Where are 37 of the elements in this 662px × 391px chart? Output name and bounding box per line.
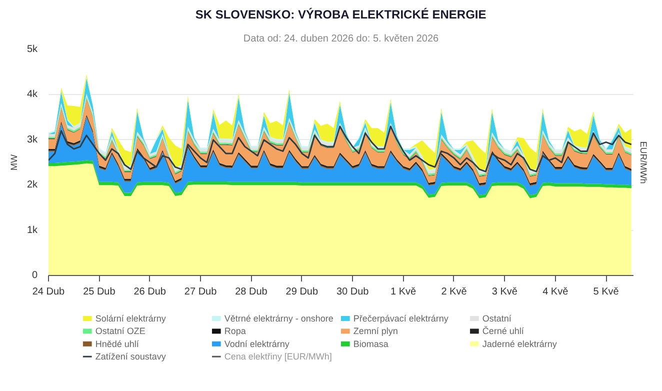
- x-tick-label: 24 Dub: [32, 286, 66, 298]
- legend-label: Biomasa: [353, 338, 388, 349]
- x-tick-label: 3 Kvě: [492, 286, 518, 298]
- legend-label: Černé uhlí: [482, 326, 524, 336]
- x-tick-label: 26 Dub: [134, 286, 166, 298]
- x-tick-label: 25 Dub: [83, 286, 116, 298]
- x-tick-label: 2 Kvě: [441, 286, 468, 298]
- y-tick-label: 0: [32, 270, 38, 281]
- legend-label: Přečerpávací elektrárny: [353, 314, 449, 324]
- chart-subtitle: Data od: 24. duben 2026 do: 5. květen 2026: [243, 34, 440, 44]
- x-tick-label: 27 Dub: [184, 286, 218, 298]
- y-tick-label: 2k: [26, 180, 38, 191]
- y-tick-label: 4k: [26, 89, 38, 100]
- chart-title: SK SLOVENSKO: VÝROBA ELEKTRICKÉ ENERGIE: [195, 8, 486, 22]
- legend-label: Zemní plyn: [353, 326, 398, 336]
- x-tick-label: 29 Dub: [286, 286, 318, 298]
- legend-label: Ropa: [224, 326, 246, 336]
- legend-label: Zatížení soustavy: [95, 352, 166, 362]
- y-tick-label: 3k: [26, 134, 38, 146]
- legend-label: Větrné elektrárny - onshore: [224, 314, 334, 324]
- legend-label: Cena elektřiny [EUR/MWh]: [224, 352, 332, 362]
- y-tick-label: 5k: [26, 44, 38, 55]
- legend-label: Ostatní: [482, 314, 512, 324]
- line-series: [48, 126, 632, 172]
- x-tick-label: 1 Kvě: [390, 286, 417, 298]
- legend-label: Vodní elektrárny: [224, 338, 290, 349]
- legend-label: Solární elektrárny: [95, 314, 166, 324]
- legend-label: Ostatní OZE: [95, 326, 146, 336]
- y-tick-label: 1k: [26, 224, 38, 236]
- y2-axis-title: EUR/MWh: [638, 141, 648, 184]
- legend-label: Hnědé uhlí: [95, 338, 140, 349]
- y-axis-title: MW: [8, 154, 19, 170]
- x-tick-label: 4 Kvě: [542, 286, 569, 298]
- x-tick-label: 28 Dub: [235, 286, 268, 298]
- legend-label: Jaderné elektrárny: [482, 338, 558, 349]
- x-tick-label: 30 Dub: [336, 286, 370, 298]
- x-tick-label: 5 Kvě: [593, 286, 620, 298]
